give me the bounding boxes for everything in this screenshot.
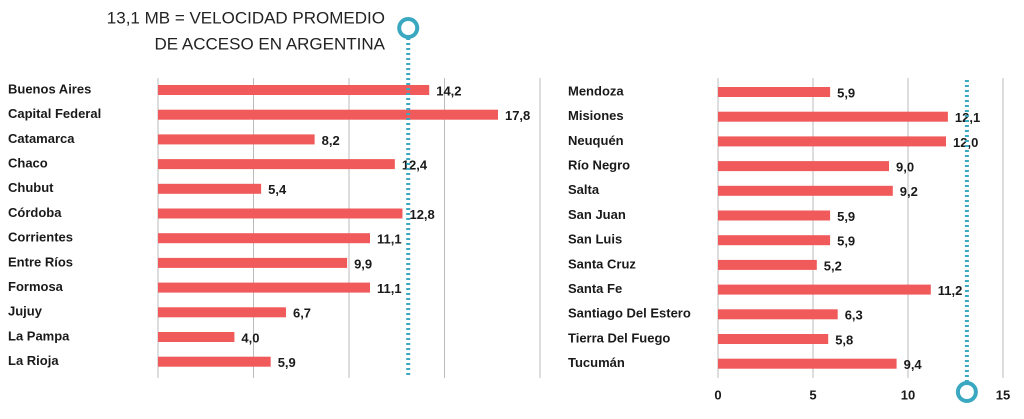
y-tick-label: Catamarca bbox=[8, 131, 75, 146]
bar bbox=[158, 356, 271, 367]
y-tick-label: San Juan bbox=[568, 207, 626, 222]
annotation: 13,1 MB = VELOCIDAD PROMEDIO bbox=[107, 8, 385, 27]
value-label: 5,9 bbox=[278, 355, 296, 370]
value-label: 5,4 bbox=[268, 182, 287, 197]
bar bbox=[718, 284, 931, 295]
value-label: 12,0 bbox=[953, 135, 978, 150]
bar bbox=[718, 185, 893, 196]
bar bbox=[718, 161, 889, 172]
bar bbox=[718, 259, 817, 270]
value-label: 5,9 bbox=[837, 234, 855, 249]
y-tick-label: Capital Federal bbox=[8, 106, 101, 121]
value-label: 9,4 bbox=[904, 357, 923, 372]
bar bbox=[718, 358, 897, 369]
value-label: 9,0 bbox=[896, 160, 914, 175]
value-label: 4,0 bbox=[241, 330, 259, 345]
bar bbox=[158, 332, 235, 342]
bar bbox=[158, 307, 286, 318]
y-tick-label: Misiones bbox=[568, 108, 624, 123]
y-tick-label: La Pampa bbox=[8, 328, 70, 343]
y-tick-label: Mendoza bbox=[568, 83, 624, 98]
y-tick-label: Formosa bbox=[8, 279, 64, 294]
value-label: 12,1 bbox=[955, 110, 980, 125]
y-tick-label: Jujuy bbox=[8, 304, 43, 319]
value-label: 12,8 bbox=[409, 207, 434, 222]
y-tick-label: Chaco bbox=[8, 156, 48, 171]
value-label: 9,9 bbox=[354, 256, 372, 271]
y-tick-label: La Rioja bbox=[8, 353, 59, 368]
value-label: 5,9 bbox=[837, 209, 855, 224]
value-label: 11,2 bbox=[938, 283, 963, 298]
y-tick-label: San Luis bbox=[568, 232, 622, 247]
bar bbox=[158, 282, 371, 293]
x-tick-label: 0 bbox=[714, 387, 721, 402]
bar bbox=[718, 334, 829, 344]
y-tick-label: Santa Fe bbox=[568, 281, 622, 296]
x-tick-label: 10 bbox=[901, 387, 915, 402]
annotation: DE ACCESO EN ARGENTINA bbox=[155, 34, 386, 53]
y-tick-label: Chubut bbox=[8, 180, 54, 195]
bar bbox=[158, 109, 498, 120]
value-label: 5,2 bbox=[824, 258, 842, 273]
bar bbox=[718, 210, 831, 221]
reference-marker bbox=[955, 381, 978, 403]
y-tick-label: Santiago Del Estero bbox=[568, 306, 691, 321]
value-label: 17,8 bbox=[505, 108, 530, 123]
value-label: 6,3 bbox=[845, 308, 863, 323]
y-tick-label: Tucumán bbox=[568, 355, 625, 370]
value-label: 8,2 bbox=[322, 133, 340, 148]
bar bbox=[158, 85, 430, 95]
bar bbox=[718, 87, 831, 97]
bar bbox=[158, 257, 348, 268]
value-label: 11,1 bbox=[377, 281, 402, 296]
y-tick-label: Salta bbox=[568, 182, 600, 197]
bar bbox=[158, 233, 371, 244]
x-tick-label: 5 bbox=[809, 387, 816, 402]
bar bbox=[718, 111, 948, 122]
value-label: 11,1 bbox=[377, 232, 402, 247]
value-label: 12,4 bbox=[402, 158, 428, 173]
bar bbox=[158, 208, 403, 219]
y-tick-label: Entre Ríos bbox=[8, 254, 73, 269]
y-tick-label: Río Negro bbox=[568, 158, 630, 173]
y-tick-label: Neuquén bbox=[568, 133, 624, 148]
value-label: 14,2 bbox=[436, 83, 461, 98]
y-tick-label: Santa Cruz bbox=[568, 256, 636, 271]
bar bbox=[158, 183, 262, 194]
bar bbox=[158, 159, 395, 170]
x-tick-label: 15 bbox=[996, 387, 1010, 402]
bar bbox=[718, 136, 946, 147]
y-tick-label: Córdoba bbox=[8, 205, 62, 220]
value-label: 9,2 bbox=[900, 184, 918, 199]
y-tick-label: Tierra Del Fuego bbox=[568, 330, 670, 345]
bar bbox=[718, 235, 831, 246]
reference-marker bbox=[397, 17, 420, 39]
y-tick-label: Buenos Aires bbox=[8, 81, 91, 96]
y-tick-label: Corrientes bbox=[8, 230, 73, 245]
bar bbox=[158, 134, 315, 145]
value-label: 6,7 bbox=[293, 306, 311, 321]
value-label: 5,9 bbox=[837, 85, 855, 100]
value-label: 5,8 bbox=[835, 332, 853, 347]
bar bbox=[718, 309, 838, 320]
